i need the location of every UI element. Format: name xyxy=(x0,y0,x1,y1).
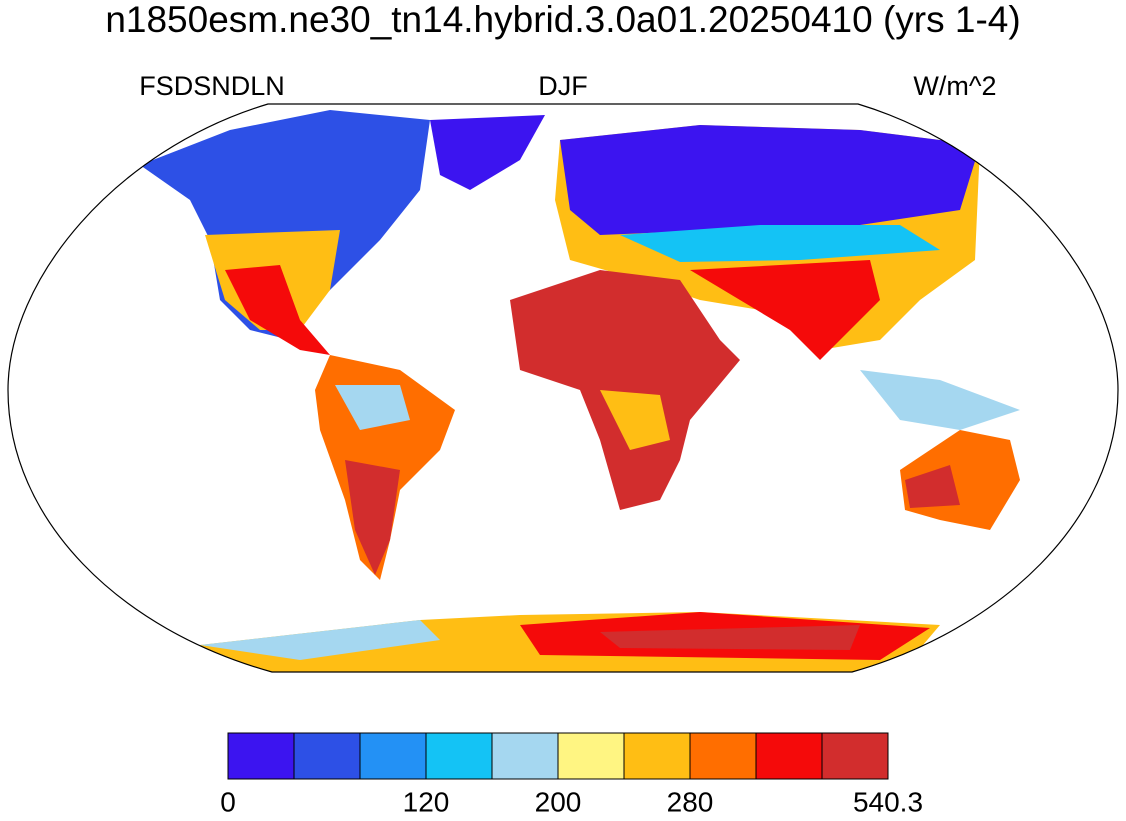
land xyxy=(690,260,880,360)
map xyxy=(7,103,1119,673)
colorbar-tick-label: 200 xyxy=(535,786,582,817)
land xyxy=(225,265,330,355)
land xyxy=(600,390,670,450)
colorbar-tick-label: 120 xyxy=(403,786,450,817)
land xyxy=(200,620,440,660)
colorbar-tick-label: 0 xyxy=(220,786,236,817)
land xyxy=(510,270,740,510)
land xyxy=(620,225,940,262)
land xyxy=(560,125,980,235)
colorbar-box xyxy=(755,732,823,780)
units-label: W/m^2 xyxy=(913,71,996,101)
colorbar-tick-label: 280 xyxy=(667,786,714,817)
map-outline xyxy=(7,103,1119,673)
colorbar-box xyxy=(557,732,625,780)
colorbar-box xyxy=(491,732,559,780)
land xyxy=(905,465,960,508)
land xyxy=(600,625,860,650)
season-label: DJF xyxy=(538,71,588,101)
land xyxy=(140,110,430,340)
colorbar-box xyxy=(821,732,889,780)
colorbar-box xyxy=(425,732,493,780)
colorbar-box xyxy=(293,732,361,780)
variable-label: FSDSNDLN xyxy=(139,71,285,101)
colorbar-tick-label: 540.3 xyxy=(853,786,923,817)
colorbar: 0 120 200 280 540.3 xyxy=(220,732,923,817)
land xyxy=(345,460,400,575)
land xyxy=(335,385,410,430)
land xyxy=(860,370,1020,430)
colorbar-box xyxy=(623,732,691,780)
colorbar-box xyxy=(359,732,427,780)
colorbar-box xyxy=(227,732,295,780)
title: n1850esm.ne30_tn14.hybrid.3.0a01.2025041… xyxy=(105,0,1020,40)
colorbar-box xyxy=(689,732,757,780)
land xyxy=(430,115,545,190)
